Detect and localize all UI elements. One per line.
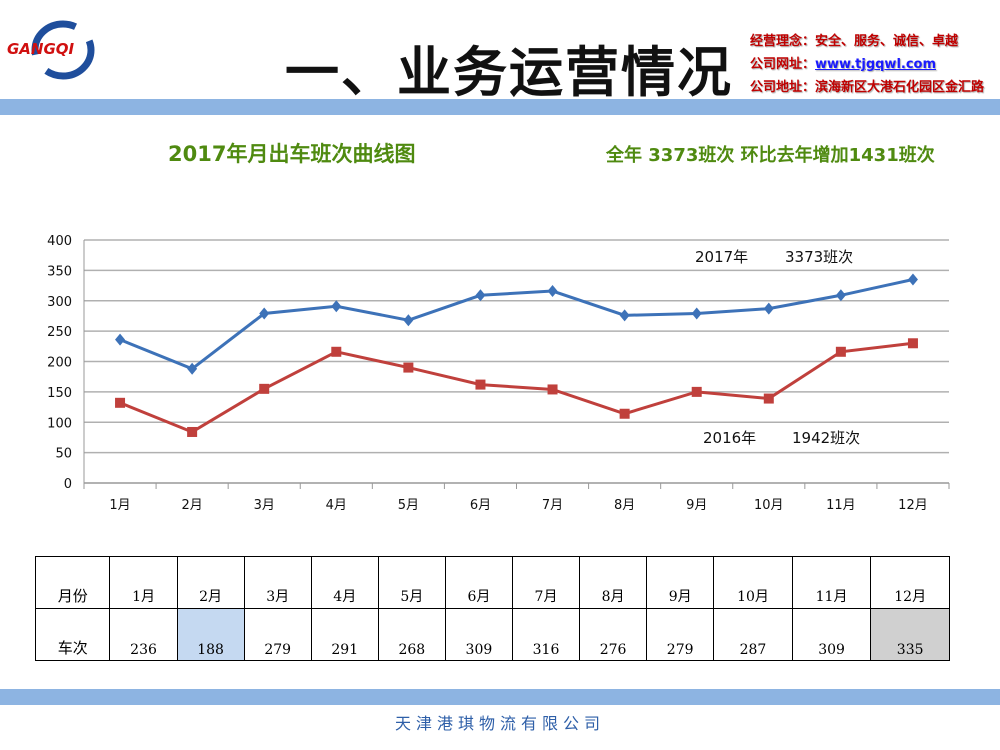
point-2016: [115, 397, 126, 408]
point-2017: [835, 289, 846, 302]
svg-text:GANGQI: GANGQI: [7, 40, 75, 58]
month-cell: 8月: [579, 556, 648, 609]
x-tick-label: 3月: [254, 498, 275, 513]
month-cell: 5月: [377, 556, 446, 609]
page-title: 一、业务运营情况: [285, 41, 733, 104]
company-logo: GANGQI: [5, 20, 105, 80]
point-2016: [475, 379, 486, 390]
trips-cell: 335: [870, 608, 950, 661]
trips-cell: 309: [444, 608, 513, 661]
x-tick-label: 11月: [826, 498, 856, 513]
x-tick-label: 5月: [398, 498, 419, 513]
trips-cell: 309: [791, 608, 872, 661]
y-tick-label: 350: [47, 264, 72, 279]
y-tick-label: 250: [47, 325, 72, 340]
trips-cell: 291: [310, 608, 379, 661]
series-line-2017: [119, 278, 914, 371]
month-cell: 6月: [444, 556, 513, 609]
point-2016: [835, 346, 846, 357]
point-2016: [259, 383, 270, 394]
point-2017: [331, 300, 342, 313]
point-2017: [907, 273, 918, 286]
x-tick-label: 7月: [542, 498, 563, 513]
x-tick-label: 9月: [686, 498, 707, 513]
x-tick-label: 1月: [109, 498, 130, 513]
point-2016: [403, 362, 414, 373]
point-2016: [331, 346, 342, 357]
point-2017: [403, 314, 414, 327]
x-tick-label: 2月: [181, 498, 202, 513]
point-2017: [547, 285, 558, 298]
trips-header: 车次: [34, 608, 111, 661]
label-2016-year: 2016年: [703, 429, 756, 447]
point-2016: [187, 426, 198, 437]
trips-cell: 188: [176, 608, 245, 661]
month-cell: 11月: [791, 556, 872, 609]
point-2016: [547, 384, 558, 395]
month-cell: 3月: [243, 556, 312, 609]
month-cell: 4月: [310, 556, 379, 609]
info-philosophy: 经营理念：安全、服务、诚信、卓越: [750, 34, 959, 49]
point-2017: [115, 333, 126, 346]
x-tick-label: 8月: [614, 498, 635, 513]
point-2017: [619, 309, 630, 322]
y-tick-label: 400: [47, 234, 72, 249]
month-cell: 2月: [176, 556, 245, 609]
x-tick-label: 6月: [470, 498, 491, 513]
y-tick-label: 200: [47, 356, 72, 371]
website-link[interactable]: www.tjgqwl.com: [815, 57, 937, 72]
footer-divider: [0, 689, 1000, 705]
point-2017: [691, 307, 702, 320]
chart-title: 2017年月出车班次曲线图: [168, 142, 416, 166]
month-cell: 12月: [870, 556, 950, 609]
trips-cell: 279: [646, 608, 715, 661]
y-tick-label: 50: [55, 447, 72, 462]
label-2017-total: 3373班次: [785, 248, 853, 266]
point-2017: [259, 307, 270, 320]
trips-cell: 316: [511, 608, 581, 661]
trips-cell: 236: [109, 608, 178, 661]
trips-cell: 268: [377, 608, 446, 661]
y-tick-label: 300: [47, 295, 72, 310]
point-2017: [187, 362, 198, 375]
month-cell: 7月: [511, 556, 581, 609]
trips-cell: 279: [243, 608, 312, 661]
header-divider: [0, 99, 1000, 115]
info-website: 公司网址：www.tjgqwl.com: [750, 57, 937, 72]
x-tick-label: 10月: [754, 498, 784, 513]
point-2016: [763, 393, 774, 404]
chart-subtitle: 全年 3373班次 环比去年增加1431班次: [606, 145, 935, 166]
footer-company: 天津港琪物流有限公司: [394, 714, 605, 733]
month-cell: 9月: [646, 556, 715, 609]
y-tick-label: 0: [64, 477, 72, 492]
series-line-2016: [119, 341, 914, 434]
label-2016-total: 1942班次: [792, 429, 860, 447]
trips-cell: 287: [713, 608, 793, 661]
y-tick-label: 100: [47, 416, 72, 431]
trips-cell: 276: [579, 608, 648, 661]
month-cell: 1月: [109, 556, 178, 609]
point-2016: [691, 386, 702, 397]
monthly-table: 月份 1月 2月 3月 4月 5月 6月 7月 8月 9月 10月 11月 12月 车次 236 188 27…: [34, 556, 950, 661]
y-tick-label: 150: [47, 386, 72, 401]
month-cell: 10月: [713, 556, 793, 609]
x-tick-label: 12月: [898, 498, 928, 513]
point-2016: [619, 408, 630, 419]
point-2017: [475, 289, 486, 302]
info-address: 公司地址：滨海新区大港石化园区金汇路: [750, 80, 985, 95]
label-2017-year: 2017年: [695, 248, 748, 266]
point-2016: [907, 338, 918, 349]
point-2017: [763, 302, 774, 315]
x-tick-label: 4月: [326, 498, 347, 513]
line-chart: 0 50 100 150 200 250 300 350 400 1月 2月 3月 4月 5月 6月 7月 8月…: [47, 234, 950, 513]
month-header: 月份: [34, 556, 111, 609]
